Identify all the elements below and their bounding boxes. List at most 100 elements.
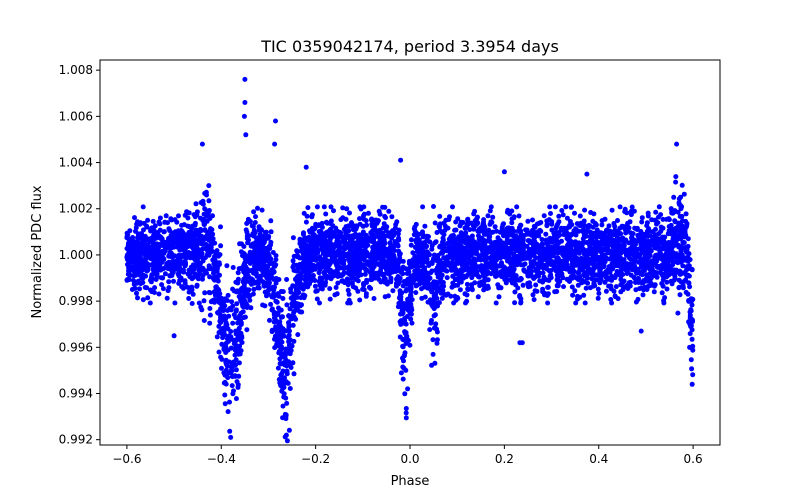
data-point — [543, 257, 549, 262]
data-point — [340, 205, 346, 211]
data-point — [202, 221, 207, 227]
data-point — [179, 222, 185, 228]
data-point — [577, 213, 583, 219]
data-point — [609, 277, 615, 283]
data-point — [139, 272, 145, 278]
data-point — [206, 237, 212, 243]
data-point — [216, 323, 222, 329]
data-point — [547, 273, 553, 279]
data-point — [531, 249, 537, 255]
data-point — [569, 284, 575, 290]
data-point — [228, 364, 234, 370]
data-point — [572, 242, 578, 248]
data-point — [256, 227, 262, 233]
data-point — [229, 299, 235, 305]
data-point — [472, 280, 478, 286]
data-point — [554, 266, 560, 272]
data-point — [559, 208, 565, 213]
data-point — [153, 259, 159, 265]
data-point — [328, 227, 334, 233]
data-point — [657, 270, 663, 275]
data-point — [385, 263, 391, 269]
data-point — [445, 260, 451, 266]
data-point — [403, 415, 409, 421]
data-point — [661, 265, 667, 271]
data-point — [286, 427, 292, 433]
data-point — [488, 204, 494, 210]
data-point — [632, 242, 638, 248]
data-point — [471, 226, 477, 232]
chart-title: TIC 0359042174, period 3.3954 days — [260, 37, 559, 56]
data-point — [689, 302, 695, 308]
data-point — [337, 251, 343, 257]
data-point — [331, 208, 336, 214]
data-point — [483, 231, 489, 237]
data-point — [658, 228, 664, 234]
data-point — [131, 238, 137, 244]
data-point — [607, 266, 613, 272]
data-point — [556, 219, 562, 225]
data-point — [546, 217, 552, 223]
data-point — [649, 258, 655, 264]
data-point — [320, 243, 326, 249]
data-point — [262, 229, 268, 235]
data-point — [431, 204, 436, 209]
data-point — [653, 209, 659, 215]
data-point — [688, 316, 694, 322]
data-point — [449, 284, 455, 290]
data-point — [265, 281, 271, 287]
data-point — [548, 211, 553, 216]
data-point — [236, 316, 242, 322]
data-point — [552, 204, 558, 210]
data-point — [160, 286, 166, 292]
data-point — [396, 227, 402, 233]
data-point — [290, 322, 296, 328]
data-point — [598, 230, 604, 236]
data-point — [440, 237, 446, 243]
data-point — [200, 276, 205, 282]
data-point — [426, 263, 432, 268]
data-point — [278, 314, 284, 320]
data-point — [322, 258, 328, 264]
data-point — [430, 299, 436, 305]
data-point — [529, 268, 534, 274]
data-point — [177, 266, 183, 272]
data-point — [677, 292, 683, 298]
data-point — [468, 267, 474, 273]
data-point — [360, 286, 366, 292]
data-point — [132, 262, 138, 268]
data-point — [294, 301, 299, 306]
data-point — [597, 268, 603, 274]
data-point — [271, 269, 277, 275]
data-point — [538, 228, 544, 234]
data-point — [615, 218, 620, 223]
data-point — [365, 238, 371, 244]
data-point — [162, 239, 168, 245]
data-point — [482, 276, 488, 281]
data-point — [558, 228, 564, 233]
data-point — [574, 221, 580, 227]
data-point — [658, 212, 664, 218]
data-point — [632, 225, 638, 231]
data-point — [402, 320, 407, 326]
data-point — [132, 270, 138, 276]
data-point — [201, 217, 207, 222]
data-point — [264, 275, 270, 281]
data-point — [487, 221, 493, 227]
data-point — [352, 227, 358, 233]
data-point — [192, 222, 198, 228]
data-point — [208, 233, 214, 239]
data-point — [647, 276, 653, 282]
data-point — [201, 298, 207, 304]
data-point — [368, 253, 374, 259]
data-point — [147, 300, 153, 306]
data-point — [495, 235, 501, 241]
data-point — [443, 292, 449, 298]
data-point — [408, 311, 414, 317]
data-point — [172, 300, 178, 306]
data-point — [401, 358, 406, 364]
data-point — [676, 244, 682, 250]
data-point — [431, 313, 437, 319]
data-point — [592, 230, 598, 236]
data-point — [276, 321, 282, 326]
